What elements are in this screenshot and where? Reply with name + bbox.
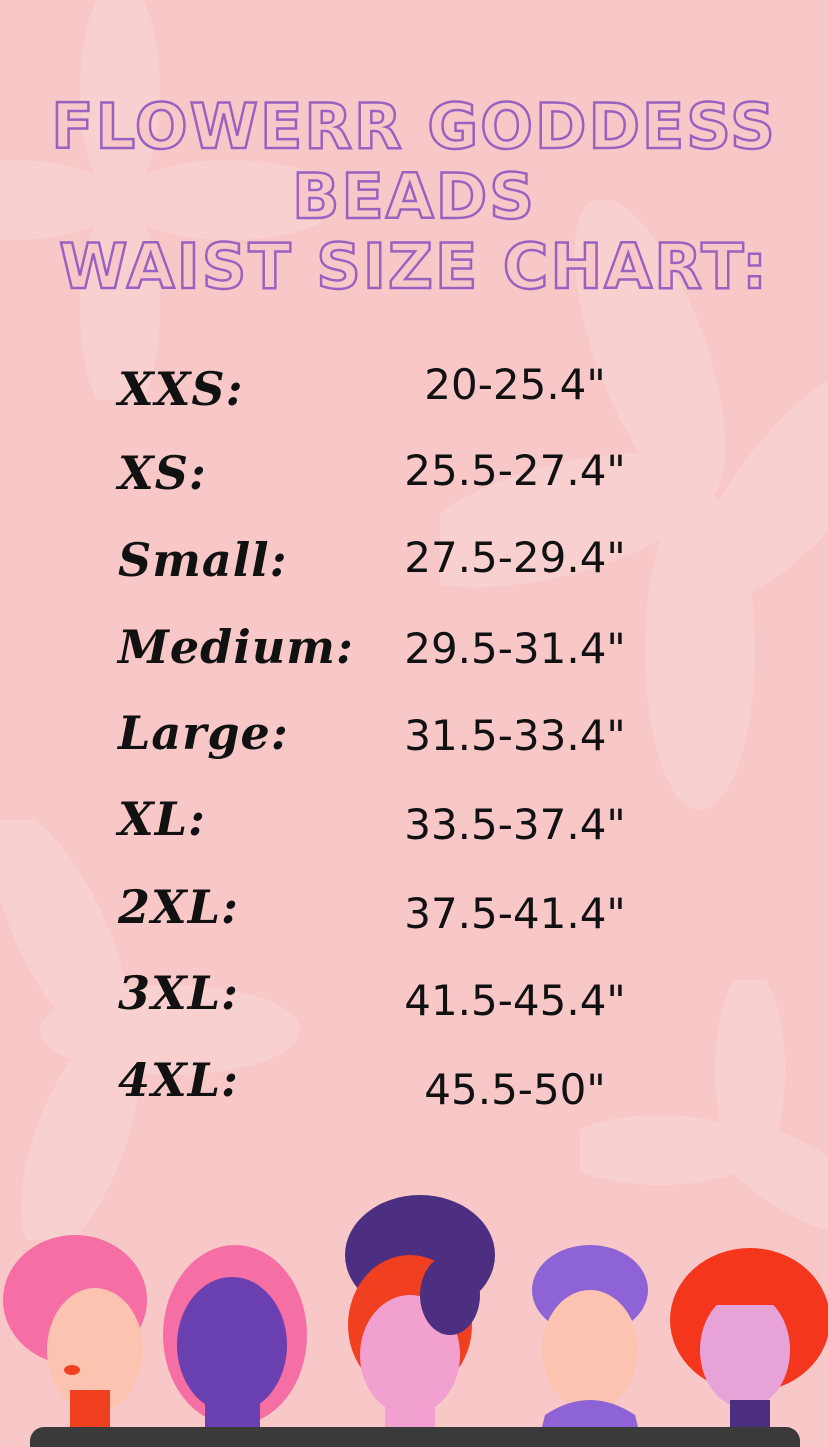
- size-range: 27.5-29.4": [404, 533, 626, 582]
- women-faces-illustration: [3, 1195, 828, 1435]
- title-line-1: FLOWERR GODDESS: [50, 90, 777, 163]
- size-row: Large: 31.5-33.4": [0, 706, 828, 766]
- size-range: 31.5-33.4": [404, 711, 626, 760]
- size-range: 29.5-31.4": [404, 624, 626, 673]
- face-4: [532, 1245, 648, 1435]
- size-row: Small: 27.5-29.4": [0, 533, 828, 593]
- size-row: 2XL: 37.5-41.4": [0, 880, 828, 940]
- title-line-2: BEADS: [291, 160, 536, 233]
- size-row: XS: 25.5-27.4": [0, 446, 828, 506]
- background-flower-decoration: [580, 980, 828, 1239]
- size-label: XL:: [118, 792, 207, 846]
- size-range: 45.5-50": [424, 1065, 606, 1114]
- size-label: XXS:: [118, 362, 244, 416]
- size-range: 33.5-37.4": [404, 800, 626, 849]
- face-2: [163, 1245, 307, 1435]
- face-5: [670, 1248, 828, 1435]
- size-label: Small:: [118, 533, 288, 587]
- title-line-3: WAIST SIZE CHART:: [58, 230, 769, 303]
- size-label: Medium:: [118, 620, 354, 674]
- size-label: 2XL:: [118, 880, 240, 934]
- bottom-overlay-bar: [30, 1427, 800, 1447]
- face-1: [3, 1235, 147, 1435]
- size-label: 4XL:: [118, 1053, 240, 1107]
- size-range: 25.5-27.4": [404, 446, 626, 495]
- size-range: 37.5-41.4": [404, 889, 626, 938]
- background-flower-decoration: [440, 200, 828, 810]
- background-flower-decoration: [0, 820, 300, 1240]
- size-range: 20-25.4": [424, 360, 606, 409]
- size-row: Medium: 29.5-31.4": [0, 620, 828, 680]
- size-label: XS:: [118, 446, 207, 500]
- size-label: Large:: [118, 706, 289, 760]
- size-row: XXS: 20-25.4": [0, 360, 828, 422]
- size-range: 41.5-45.4": [404, 976, 626, 1025]
- size-label: 3XL:: [118, 966, 240, 1020]
- face-3: [345, 1195, 495, 1435]
- page-title: FLOWERR GODDESS BEADS WAIST SIZE CHART:: [0, 90, 828, 303]
- background-flower-decoration: [0, 0, 320, 400]
- size-row: 3XL: 41.5-45.4": [0, 966, 828, 1026]
- size-row: XL: 33.5-37.4": [0, 792, 828, 852]
- size-row: 4XL: 45.5-50": [0, 1053, 828, 1114]
